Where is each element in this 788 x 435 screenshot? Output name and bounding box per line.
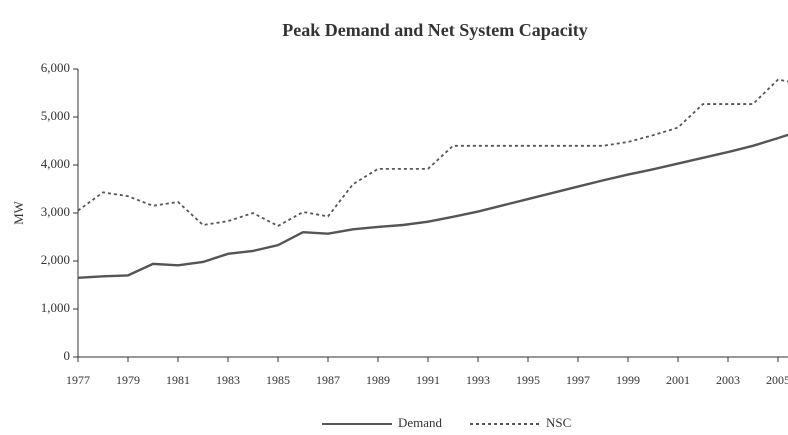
legend-label: Demand (398, 415, 443, 430)
x-tick-label: 1983 (216, 373, 240, 387)
x-tick-label: 1991 (416, 373, 440, 387)
x-tick-label: 1981 (166, 373, 190, 387)
series-line (78, 78, 788, 227)
x-tick-label: 2005 (766, 373, 788, 387)
legend-label: NSC (546, 415, 571, 430)
x-tick-label: 1985 (266, 373, 290, 387)
y-tick-label: 0 (64, 348, 71, 363)
x-tick-label: 1997 (566, 373, 590, 387)
y-tick-label: 6,000 (41, 60, 70, 75)
y-tick-label: 5,000 (41, 108, 70, 123)
x-tick-label: 2003 (716, 373, 740, 387)
y-tick-label: 2,000 (41, 252, 70, 267)
x-tick-label: 2001 (666, 373, 690, 387)
x-tick-label: 1999 (616, 373, 640, 387)
y-axis-label: MW (11, 200, 26, 225)
y-tick-label: 4,000 (41, 156, 70, 171)
x-tick-label: 1995 (516, 373, 540, 387)
x-tick-label: 1989 (366, 373, 390, 387)
plot-area (78, 78, 788, 279)
x-tick-label: 1993 (466, 373, 490, 387)
series-line (78, 133, 788, 279)
x-tick-label: 1979 (116, 373, 140, 387)
x-tick-label: 1977 (66, 373, 90, 387)
x-tick-label: 1987 (316, 373, 340, 387)
y-tick-label: 3,000 (41, 204, 70, 219)
chart-title: Peak Demand and Net System Capacity (282, 20, 588, 40)
y-tick-label: 1,000 (41, 300, 70, 315)
